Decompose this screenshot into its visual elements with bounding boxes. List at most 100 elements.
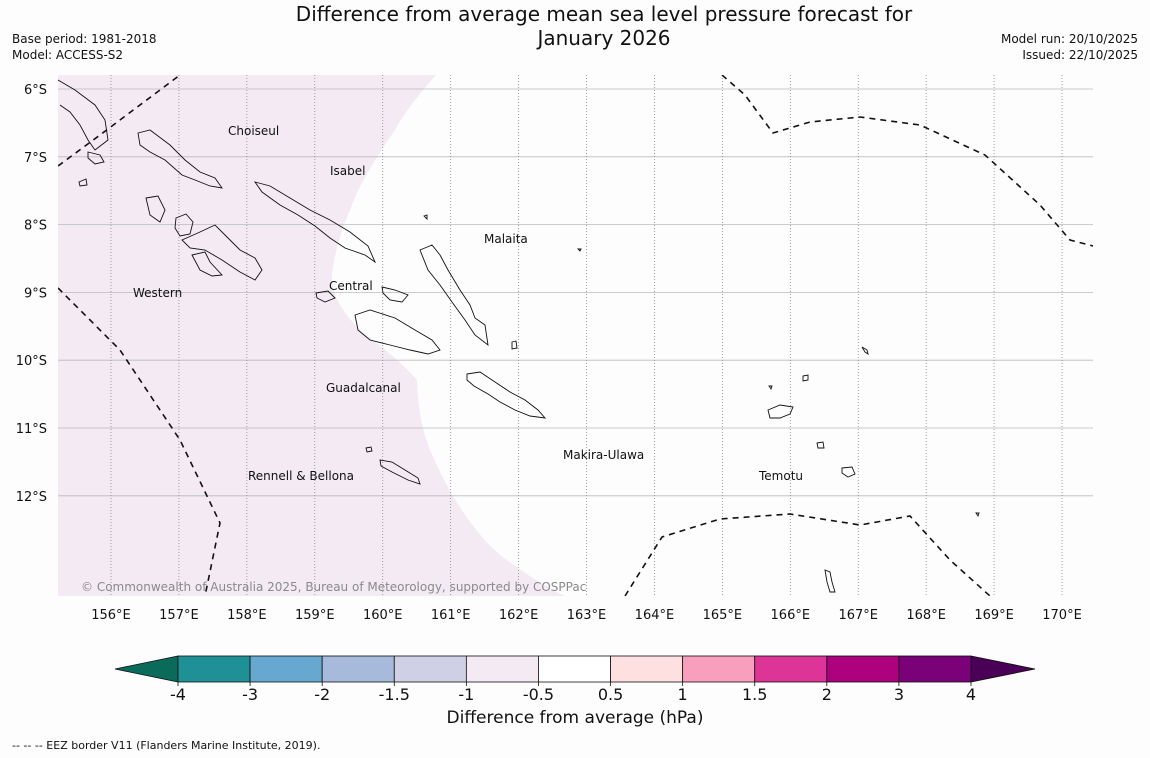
region-labels: Choiseul Isabel Malaita Western Central …	[133, 124, 803, 483]
eez-border-west	[58, 287, 221, 596]
island-florida	[381, 286, 409, 303]
colorbar-bin	[321, 655, 395, 683]
colorbar: -4 -3 -2 -1.5 -1 -0.5 0.5 1 1.5 2 3 4	[114, 655, 1036, 700]
colorbar-tick-label: 3	[894, 685, 904, 700]
colorbar-label: Difference from average (hPa)	[446, 708, 704, 728]
colorbar-tick-label: -1.5	[379, 685, 410, 700]
lon-tick-label: 162°E	[499, 608, 539, 623]
island-bougainville-tip	[87, 151, 105, 165]
lon-tick-label: 160°E	[363, 608, 403, 623]
lon-tick-label: 169°E	[974, 608, 1014, 623]
colorbar-tick-label: 1	[678, 685, 688, 700]
label-western: Western	[133, 286, 182, 300]
lon-tick-label: 167°E	[838, 608, 878, 623]
lon-tick-label: 163°E	[567, 608, 607, 623]
issued-date: Issued: 22/10/2025	[1022, 48, 1138, 62]
longitude-labels: 156°E 157°E 158°E 159°E 160°E 161°E 162°E 163°E…	[91, 608, 1082, 623]
lon-tick-label: 158°E	[227, 608, 267, 623]
lon-tick-label: 157°E	[159, 608, 199, 623]
latitude-labels: 6°S 7°S 8°S 9°S 10°S 11°S 12°S	[16, 83, 47, 505]
lat-tick-label: 9°S	[24, 286, 47, 301]
colorbar-bin	[538, 655, 611, 683]
island-vanikoro	[841, 466, 856, 478]
lon-tick-label: 170°E	[1042, 608, 1082, 623]
colorbar-arrow-low	[114, 655, 179, 683]
lat-tick-label: 12°S	[16, 490, 47, 505]
lat-tick-label: 8°S	[24, 219, 47, 234]
base-period: Base period: 1981-2018	[12, 32, 157, 46]
colorbar-tick-label: -2	[314, 685, 330, 700]
model-name: Model: ACCESS-S2	[12, 48, 124, 62]
model-run: Model run: 20/10/2025	[1000, 32, 1138, 46]
lon-tick-label: 168°E	[906, 608, 946, 623]
colorbar-bin	[898, 655, 972, 683]
label-malaita: Malaita	[484, 232, 528, 246]
colorbar-bin	[393, 655, 467, 683]
colorbar-bin	[754, 655, 828, 683]
lat-tick-label: 10°S	[16, 354, 47, 369]
title-line-1: Difference from average mean sea level p…	[295, 2, 913, 26]
label-rennell-bellona: Rennell & Bellona	[248, 469, 354, 483]
label-temotu: Temotu	[758, 469, 803, 483]
island-new-georgia	[181, 224, 263, 281]
lon-tick-label: 161°E	[431, 608, 471, 623]
lat-tick-label: 11°S	[16, 422, 47, 437]
island-anuta	[768, 385, 773, 391]
colorbar-tick-label: 1.5	[742, 685, 767, 700]
colorbar-tick-label: -0.5	[523, 685, 554, 700]
colorbar-bin	[465, 655, 539, 683]
colorbar-bin	[249, 655, 323, 683]
colorbar-bin	[682, 655, 756, 683]
island-small-north-malaita	[423, 214, 428, 221]
island-bellona	[365, 446, 373, 453]
island-rendova	[191, 251, 223, 277]
label-choiseul: Choiseul	[228, 124, 279, 138]
map-figure: Choiseul Isabel Malaita Western Central …	[16, 75, 1093, 700]
island-santa-cruz	[767, 404, 794, 419]
chart-title: Difference from average mean sea level p…	[250, 2, 958, 50]
island-russell	[315, 290, 336, 303]
label-makira-ulawa: Makira-Ulawa	[563, 448, 644, 462]
lon-tick-label: 156°E	[91, 608, 131, 623]
island-makira	[466, 371, 547, 419]
meta-right: Model run: 20/10/2025 Issued: 22/10/2025	[1001, 31, 1138, 63]
lon-tick-label: 164°E	[635, 608, 675, 623]
eez-border-south-east	[624, 513, 991, 596]
eez-border-north-east	[721, 75, 1093, 247]
island-utupua	[816, 441, 825, 449]
island-banks	[824, 569, 836, 593]
copyright-credit: © Commonwealth of Australia 2025, Bureau…	[81, 580, 587, 594]
colorbar-tick-label: 2	[822, 685, 832, 700]
colorbar-tick-label: -4	[170, 685, 186, 700]
colorbar-bin	[826, 655, 900, 683]
island-shortland	[78, 178, 88, 187]
title-line-2: January 2026	[537, 26, 671, 50]
island-vella-lavella	[145, 195, 166, 223]
island-ontong-java	[576, 248, 582, 252]
label-isabel: Isabel	[330, 164, 365, 178]
island-choiseul	[137, 129, 223, 189]
coastlines	[58, 79, 980, 593]
colorbar-bin	[610, 655, 684, 683]
anomaly-shading-region	[58, 75, 565, 596]
colorbar-tick-label: 0.5	[598, 685, 623, 700]
lon-tick-label: 159°E	[295, 608, 335, 623]
lon-tick-label: 165°E	[703, 608, 743, 623]
colorbar-tick-label: -3	[242, 685, 258, 700]
island-duff	[861, 346, 869, 356]
island-reef-islands	[802, 374, 809, 382]
lat-tick-label: 7°S	[24, 151, 47, 166]
eez-footnote: -- -- -- EEZ border V11 (Flanders Marine…	[12, 739, 321, 752]
lon-tick-label: 166°E	[771, 608, 811, 623]
eez-borders	[58, 75, 1093, 596]
latitude-gridlines	[58, 88, 1093, 497]
island-guadalcanal	[354, 309, 441, 355]
colorbar-bin	[177, 655, 251, 683]
colorbar-arrow-high	[970, 655, 1036, 683]
island-malaita	[419, 244, 489, 347]
meta-left: Base period: 1981-2018 Model: ACCESS-S2	[12, 31, 157, 63]
colorbar-tick-label: 4	[966, 685, 976, 700]
island-ulawa	[511, 340, 518, 350]
colorbar-tick-label: -1	[458, 685, 474, 700]
label-guadalcanal: Guadalcanal	[326, 381, 401, 395]
